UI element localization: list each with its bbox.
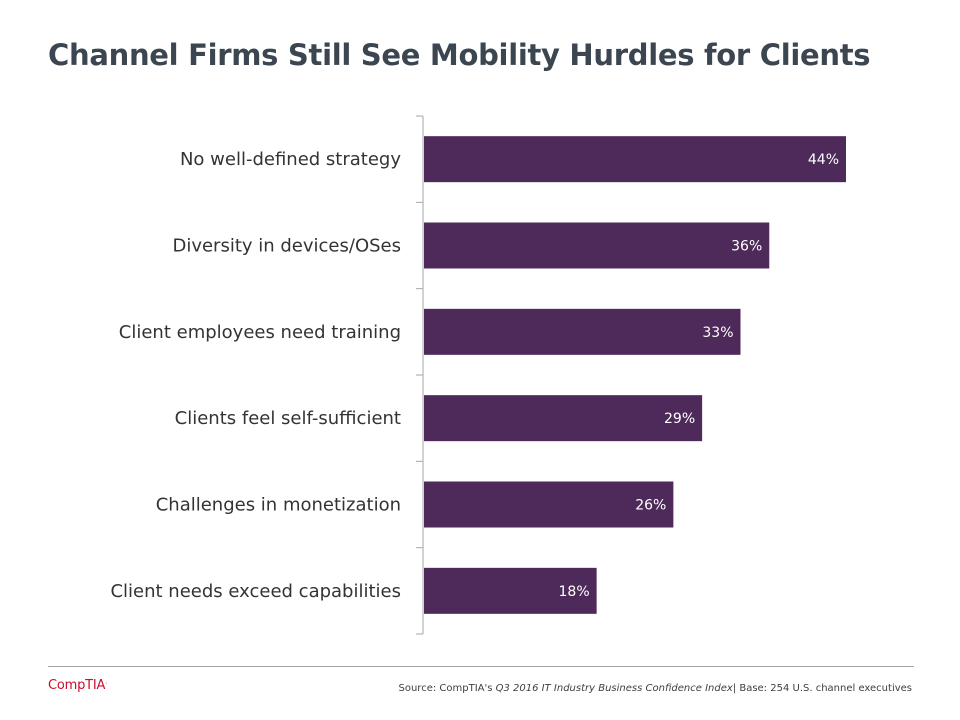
bar xyxy=(424,308,741,355)
data-label: 36% xyxy=(731,239,762,255)
category-label: Diversity in devices/OSes xyxy=(172,236,401,257)
labels-layer: No well-defined strategy 44% Diversity in … xyxy=(110,149,839,602)
category-label: Challenges in monetization xyxy=(156,495,401,516)
data-label: 18% xyxy=(559,584,590,600)
data-label: 26% xyxy=(635,498,666,514)
data-label: 29% xyxy=(664,411,695,427)
source-note: Source: CompTIA's Q3 2016 IT Industry Bu… xyxy=(398,683,913,694)
bar-chart: No well-defined strategy 44% Diversity in … xyxy=(110,115,846,635)
footer-divider xyxy=(48,666,914,667)
bars-layer xyxy=(424,136,846,614)
bar xyxy=(424,567,597,614)
category-label: Client employees need training xyxy=(119,322,401,343)
bar xyxy=(424,222,770,269)
bar xyxy=(424,481,674,528)
comptia-logo: CompTIA. xyxy=(48,678,107,693)
category-label: Clients feel self-sufficient xyxy=(175,408,401,429)
category-label: No well-defined strategy xyxy=(180,149,401,170)
data-label: 33% xyxy=(702,325,733,341)
data-label: 44% xyxy=(808,152,839,168)
category-label: Client needs exceed capabilities xyxy=(110,581,401,602)
category-axis xyxy=(416,115,424,635)
page-title: Channel Firms Still See Mobility Hurdles… xyxy=(48,38,871,72)
bar xyxy=(424,136,846,183)
bar xyxy=(424,395,703,442)
